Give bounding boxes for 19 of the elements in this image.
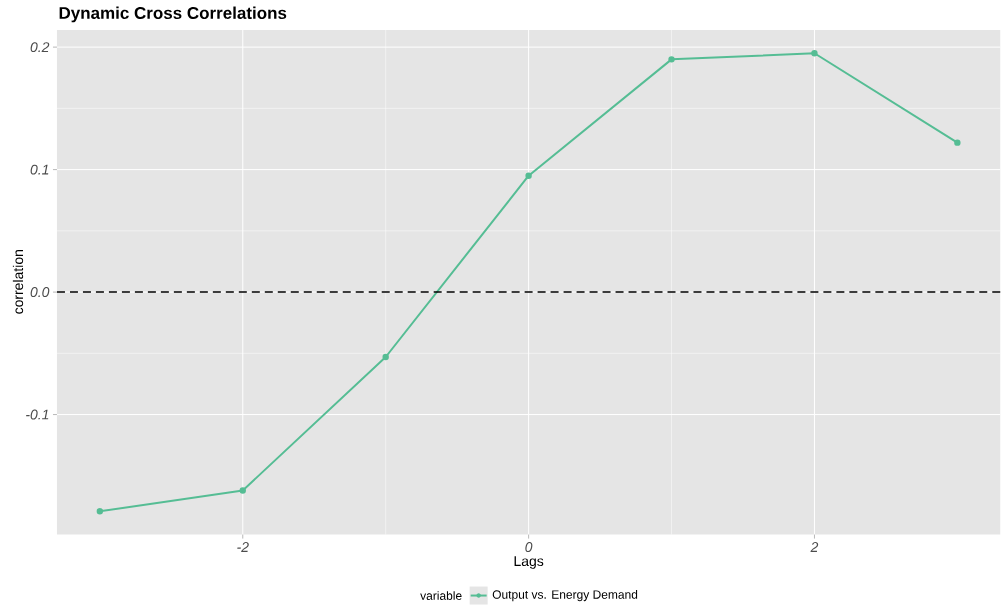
legend-title: variable — [420, 591, 462, 601]
point — [239, 487, 246, 494]
y-axis-title: correlation — [12, 250, 24, 315]
point — [382, 354, 389, 361]
point — [96, 508, 104, 515]
legend-label: Output vs. Energy Demand — [492, 590, 638, 602]
x-tick-label: -2 — [237, 542, 249, 553]
x-tick-label: 2 — [810, 542, 819, 553]
x-axis-title: Lags — [514, 556, 544, 570]
y-tick-label: -0.1 — [26, 409, 49, 420]
point — [525, 172, 532, 180]
chart-title: Dynamic Cross Correlations — [59, 6, 287, 23]
y-tick-label: 0.2 — [30, 42, 50, 53]
point — [811, 50, 818, 57]
y-tick-label: 0.0 — [30, 287, 50, 298]
x-tick-label: 0 — [525, 542, 533, 553]
point — [668, 56, 675, 63]
point — [954, 139, 961, 147]
y-tick-label: 0.1 — [30, 164, 49, 175]
